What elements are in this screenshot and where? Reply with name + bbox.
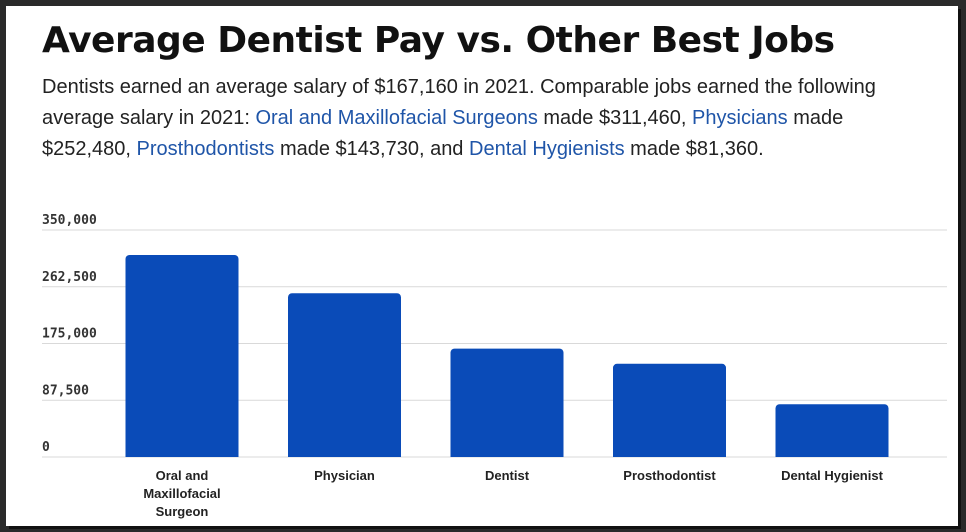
bar-base — [450, 451, 564, 457]
y-tick-label: 350,000 — [42, 213, 97, 228]
x-category-label: Dental Hygienist — [781, 468, 884, 483]
page-title: Average Dentist Pay vs. Other Best Jobs — [42, 20, 835, 61]
chart-card: Average Dentist Pay vs. Other Best Jobs … — [6, 6, 958, 526]
x-category-label: Dentist — [485, 468, 530, 483]
bar[interactable] — [613, 363, 726, 457]
bar[interactable] — [288, 293, 401, 457]
bar[interactable] — [125, 254, 239, 457]
description-text-2: made $311,460, — [537, 107, 693, 129]
x-category-label: Prosthodontist — [623, 468, 716, 483]
link-physicians[interactable]: Physicians — [692, 107, 788, 129]
x-category-label: Oral and Maxillofacial Surgeon — [143, 468, 220, 519]
description-text-3: made $252,480, — [42, 107, 844, 160]
bar[interactable] — [775, 404, 889, 457]
description-text-1: Dentists earned an average salary of $16… — [42, 76, 876, 129]
bar-chart: 0 87,500 175,000 262,500 350,000 Oral and Maxi… — [42, 213, 947, 519]
bar-base — [125, 451, 239, 457]
link-prosthodontists[interactable]: Prosthodontists — [136, 138, 275, 160]
link-oral-surgeons[interactable]: Oral and Maxillofacial Surgeons — [255, 107, 538, 129]
bar[interactable] — [450, 348, 564, 457]
description-text-5: made $81,360. — [624, 138, 764, 160]
chart-description: Dentists earned an average salary of $16… — [42, 72, 932, 165]
link-dental-hygienists[interactable]: Dental Hygienists — [469, 138, 625, 160]
bar-base — [613, 451, 726, 457]
bar-base — [288, 451, 401, 457]
y-tick-label: 175,000 — [42, 327, 97, 342]
y-tick-label: 262,500 — [42, 270, 97, 285]
y-tick-label: 87,500 — [42, 383, 89, 398]
x-category-label: Physician — [314, 468, 375, 483]
y-tick-label: 0 — [42, 440, 50, 455]
description-text-4: made $143,730, and — [274, 138, 469, 160]
bar-base — [775, 451, 889, 457]
